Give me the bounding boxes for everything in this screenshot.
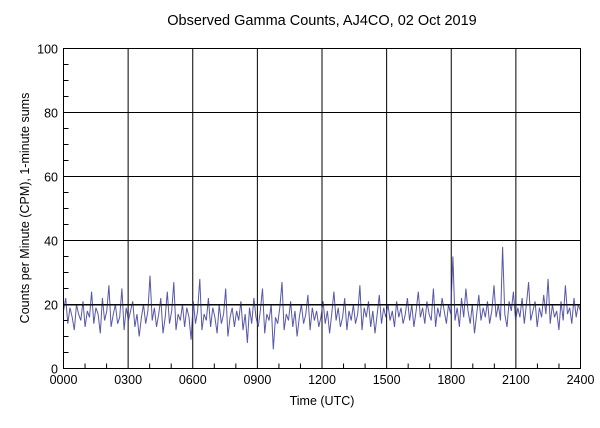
y-tick-label: 80	[44, 107, 58, 121]
y-axis-label: Counts per Minute (CPM), 1-minute sums	[18, 93, 32, 324]
x-tick-label: 0600	[179, 373, 207, 387]
y-tick-label: 40	[44, 235, 58, 249]
chart-title: Observed Gamma Counts, AJ4CO, 02 Oct 201…	[167, 13, 476, 29]
x-tick-label: 0000	[50, 373, 78, 387]
x-tick-label: 2100	[502, 373, 530, 387]
x-tick-label: 1500	[373, 373, 401, 387]
x-axis: 0000 0300 0600 0900 1200 1500 1800 2100 2400	[50, 363, 595, 387]
y-axis: 0 20 40 60 80 100	[37, 43, 69, 377]
x-tick-label: 2400	[567, 373, 595, 387]
x-tick-label: 1200	[308, 373, 336, 387]
x-axis-label: Time (UTC)	[290, 394, 355, 408]
series-line-cpm	[63, 246, 581, 350]
grid	[63, 48, 581, 369]
x-tick-label: 1800	[437, 373, 465, 387]
y-tick-label: 0	[51, 363, 58, 377]
plot-frame	[63, 48, 581, 369]
y-tick-label: 20	[44, 299, 58, 313]
x-tick-label: 0300	[114, 373, 142, 387]
y-tick-label: 100	[37, 43, 58, 57]
y-tick-label: 60	[44, 171, 58, 185]
x-tick-label: 0900	[243, 373, 271, 387]
